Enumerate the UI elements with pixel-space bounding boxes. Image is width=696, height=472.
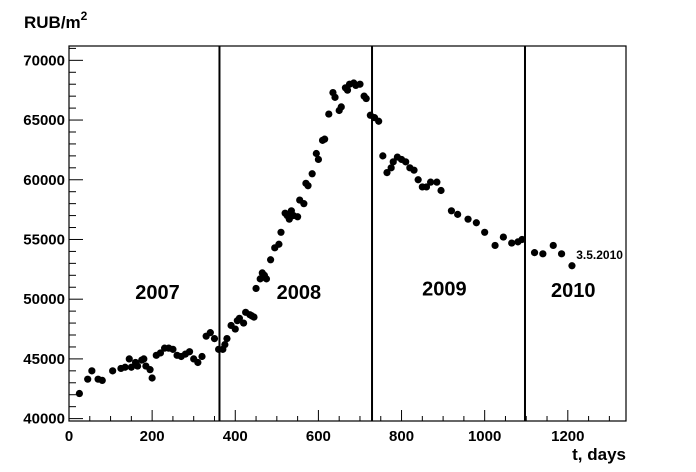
data-point [235, 314, 244, 322]
y-tick-label: 50000 [23, 291, 65, 308]
data-point [410, 166, 418, 174]
data-point [121, 363, 129, 371]
data-point [343, 86, 352, 94]
year-label: 2007 [135, 282, 180, 304]
data-point [454, 210, 462, 218]
data-point [267, 256, 275, 264]
year-label: 2009 [422, 279, 467, 301]
data-point [140, 355, 148, 363]
data-point [530, 249, 539, 257]
data-point [169, 345, 177, 353]
data-point [427, 178, 435, 186]
data-point [422, 183, 431, 191]
data-point [481, 228, 489, 236]
data-point [210, 334, 219, 343]
y-tick-label: 55000 [23, 231, 65, 248]
data-point [250, 313, 258, 321]
data-point [125, 355, 133, 363]
data-point [433, 178, 441, 186]
data-point [88, 367, 96, 375]
y-axis-title-base: RUB/m [24, 13, 81, 32]
data-point [275, 240, 283, 248]
data-point [312, 149, 320, 158]
data-point [389, 158, 397, 166]
data-point [300, 200, 308, 208]
data-point [239, 319, 248, 327]
data-point [277, 228, 285, 236]
data-point [231, 325, 239, 333]
data-point [539, 250, 547, 258]
x-tick-label: 200 [140, 428, 165, 445]
data-point [221, 340, 229, 349]
x-tick-label: 0 [65, 428, 73, 445]
data-point [133, 362, 142, 370]
data-point [304, 182, 312, 190]
x-tick-label: 1200 [551, 428, 584, 445]
data-point [252, 284, 260, 293]
data-point [325, 110, 333, 118]
data-point [294, 213, 302, 221]
data-point [464, 215, 472, 223]
data-point [146, 366, 154, 374]
data-point [437, 186, 445, 195]
year-labels: 2007 2008 2009 2010 [135, 279, 595, 305]
data-point [375, 117, 383, 125]
data-point [308, 170, 316, 178]
x-tick-label: 400 [223, 428, 248, 445]
data-point [414, 176, 422, 184]
y-tick-label: 60000 [23, 172, 65, 189]
data-point [383, 168, 391, 177]
x-tick-label: 1000 [468, 428, 501, 445]
y-tick-label: 40000 [23, 411, 65, 428]
data-point [198, 352, 206, 361]
data-point [337, 103, 345, 111]
x-tick-label: 800 [389, 428, 414, 445]
plot-frame [68, 45, 627, 422]
data-point [491, 241, 499, 250]
data-point [447, 207, 456, 215]
data-point [321, 135, 329, 143]
data-point [508, 239, 516, 247]
data-point [518, 235, 526, 244]
year-label: 2010 [551, 280, 596, 302]
y-axis-title: RUB/m2 [24, 9, 88, 32]
data-point [109, 367, 117, 375]
data-point [331, 93, 339, 101]
year-boundary-lines [218, 46, 526, 421]
date-annotation: 3.5.2010 [576, 248, 623, 262]
y-tick-label: 70000 [23, 52, 65, 69]
data-point [379, 152, 387, 160]
data-point [156, 349, 165, 357]
data-point [185, 348, 194, 356]
x-axis-title: t, days [572, 445, 626, 464]
data-point [387, 164, 395, 172]
data-point [206, 329, 214, 337]
x-axis-ticks: 0 200 400 600 800 1000 1200 [65, 410, 610, 445]
data-point [194, 358, 202, 367]
data-point [557, 250, 566, 258]
data-point [356, 80, 364, 88]
y-axis-title-exponent: 2 [81, 9, 88, 23]
data-points [75, 79, 576, 398]
data-point [472, 219, 480, 227]
data-point [127, 363, 135, 371]
data-point [75, 389, 83, 398]
data-point [262, 275, 271, 283]
data-point [223, 334, 231, 343]
data-point [362, 94, 370, 103]
data-point [314, 155, 323, 164]
data-point [549, 241, 557, 250]
data-point [499, 233, 507, 241]
data-point [84, 375, 92, 383]
data-point [148, 374, 156, 382]
x-tick-label: 600 [306, 428, 331, 445]
data-point [98, 376, 106, 384]
year-label: 2008 [277, 282, 322, 304]
y-axis-ticks: 40000 45000 50000 55000 60000 65000 70000 [23, 47, 83, 428]
y-tick-label: 65000 [23, 112, 65, 129]
data-point [568, 262, 576, 270]
y-tick-label: 45000 [23, 351, 65, 368]
data-point [402, 158, 410, 166]
